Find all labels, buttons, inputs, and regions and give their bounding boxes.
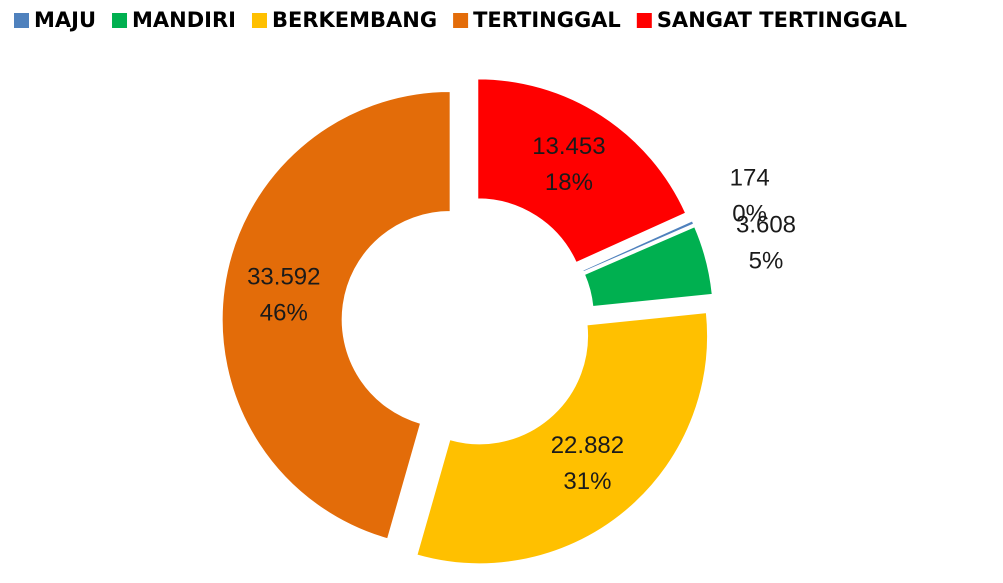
slice: [416, 312, 709, 565]
percent-label: 0%: [732, 201, 767, 228]
legend-swatch: [453, 13, 469, 28]
legend-label: SANGAT TERTINGGAL: [657, 8, 907, 32]
legend-label: BERKEMBANG: [272, 8, 437, 32]
value-label: 174: [730, 165, 770, 192]
legend-swatch: [112, 13, 128, 28]
percent-label: 18%: [545, 169, 593, 196]
percent-label: 31%: [563, 468, 611, 495]
value-label: 13.453: [532, 133, 605, 160]
slice: [582, 220, 695, 273]
legend-label: MANDIRI: [132, 8, 236, 32]
slice: [477, 78, 687, 264]
value-label: 33.592: [247, 264, 320, 291]
value-label: 22.882: [551, 432, 624, 459]
legend-swatch: [636, 13, 652, 28]
legend-swatch: [14, 13, 29, 28]
value-label: 3.608: [736, 212, 796, 239]
percent-label: 46%: [260, 300, 308, 327]
legend-label: MAJU: [34, 8, 96, 32]
slice: [583, 226, 713, 308]
slice: [221, 91, 451, 540]
legend-label: TERTINGGAL: [473, 8, 621, 32]
percent-label: 5%: [749, 248, 784, 275]
legend-swatch: [251, 13, 267, 28]
